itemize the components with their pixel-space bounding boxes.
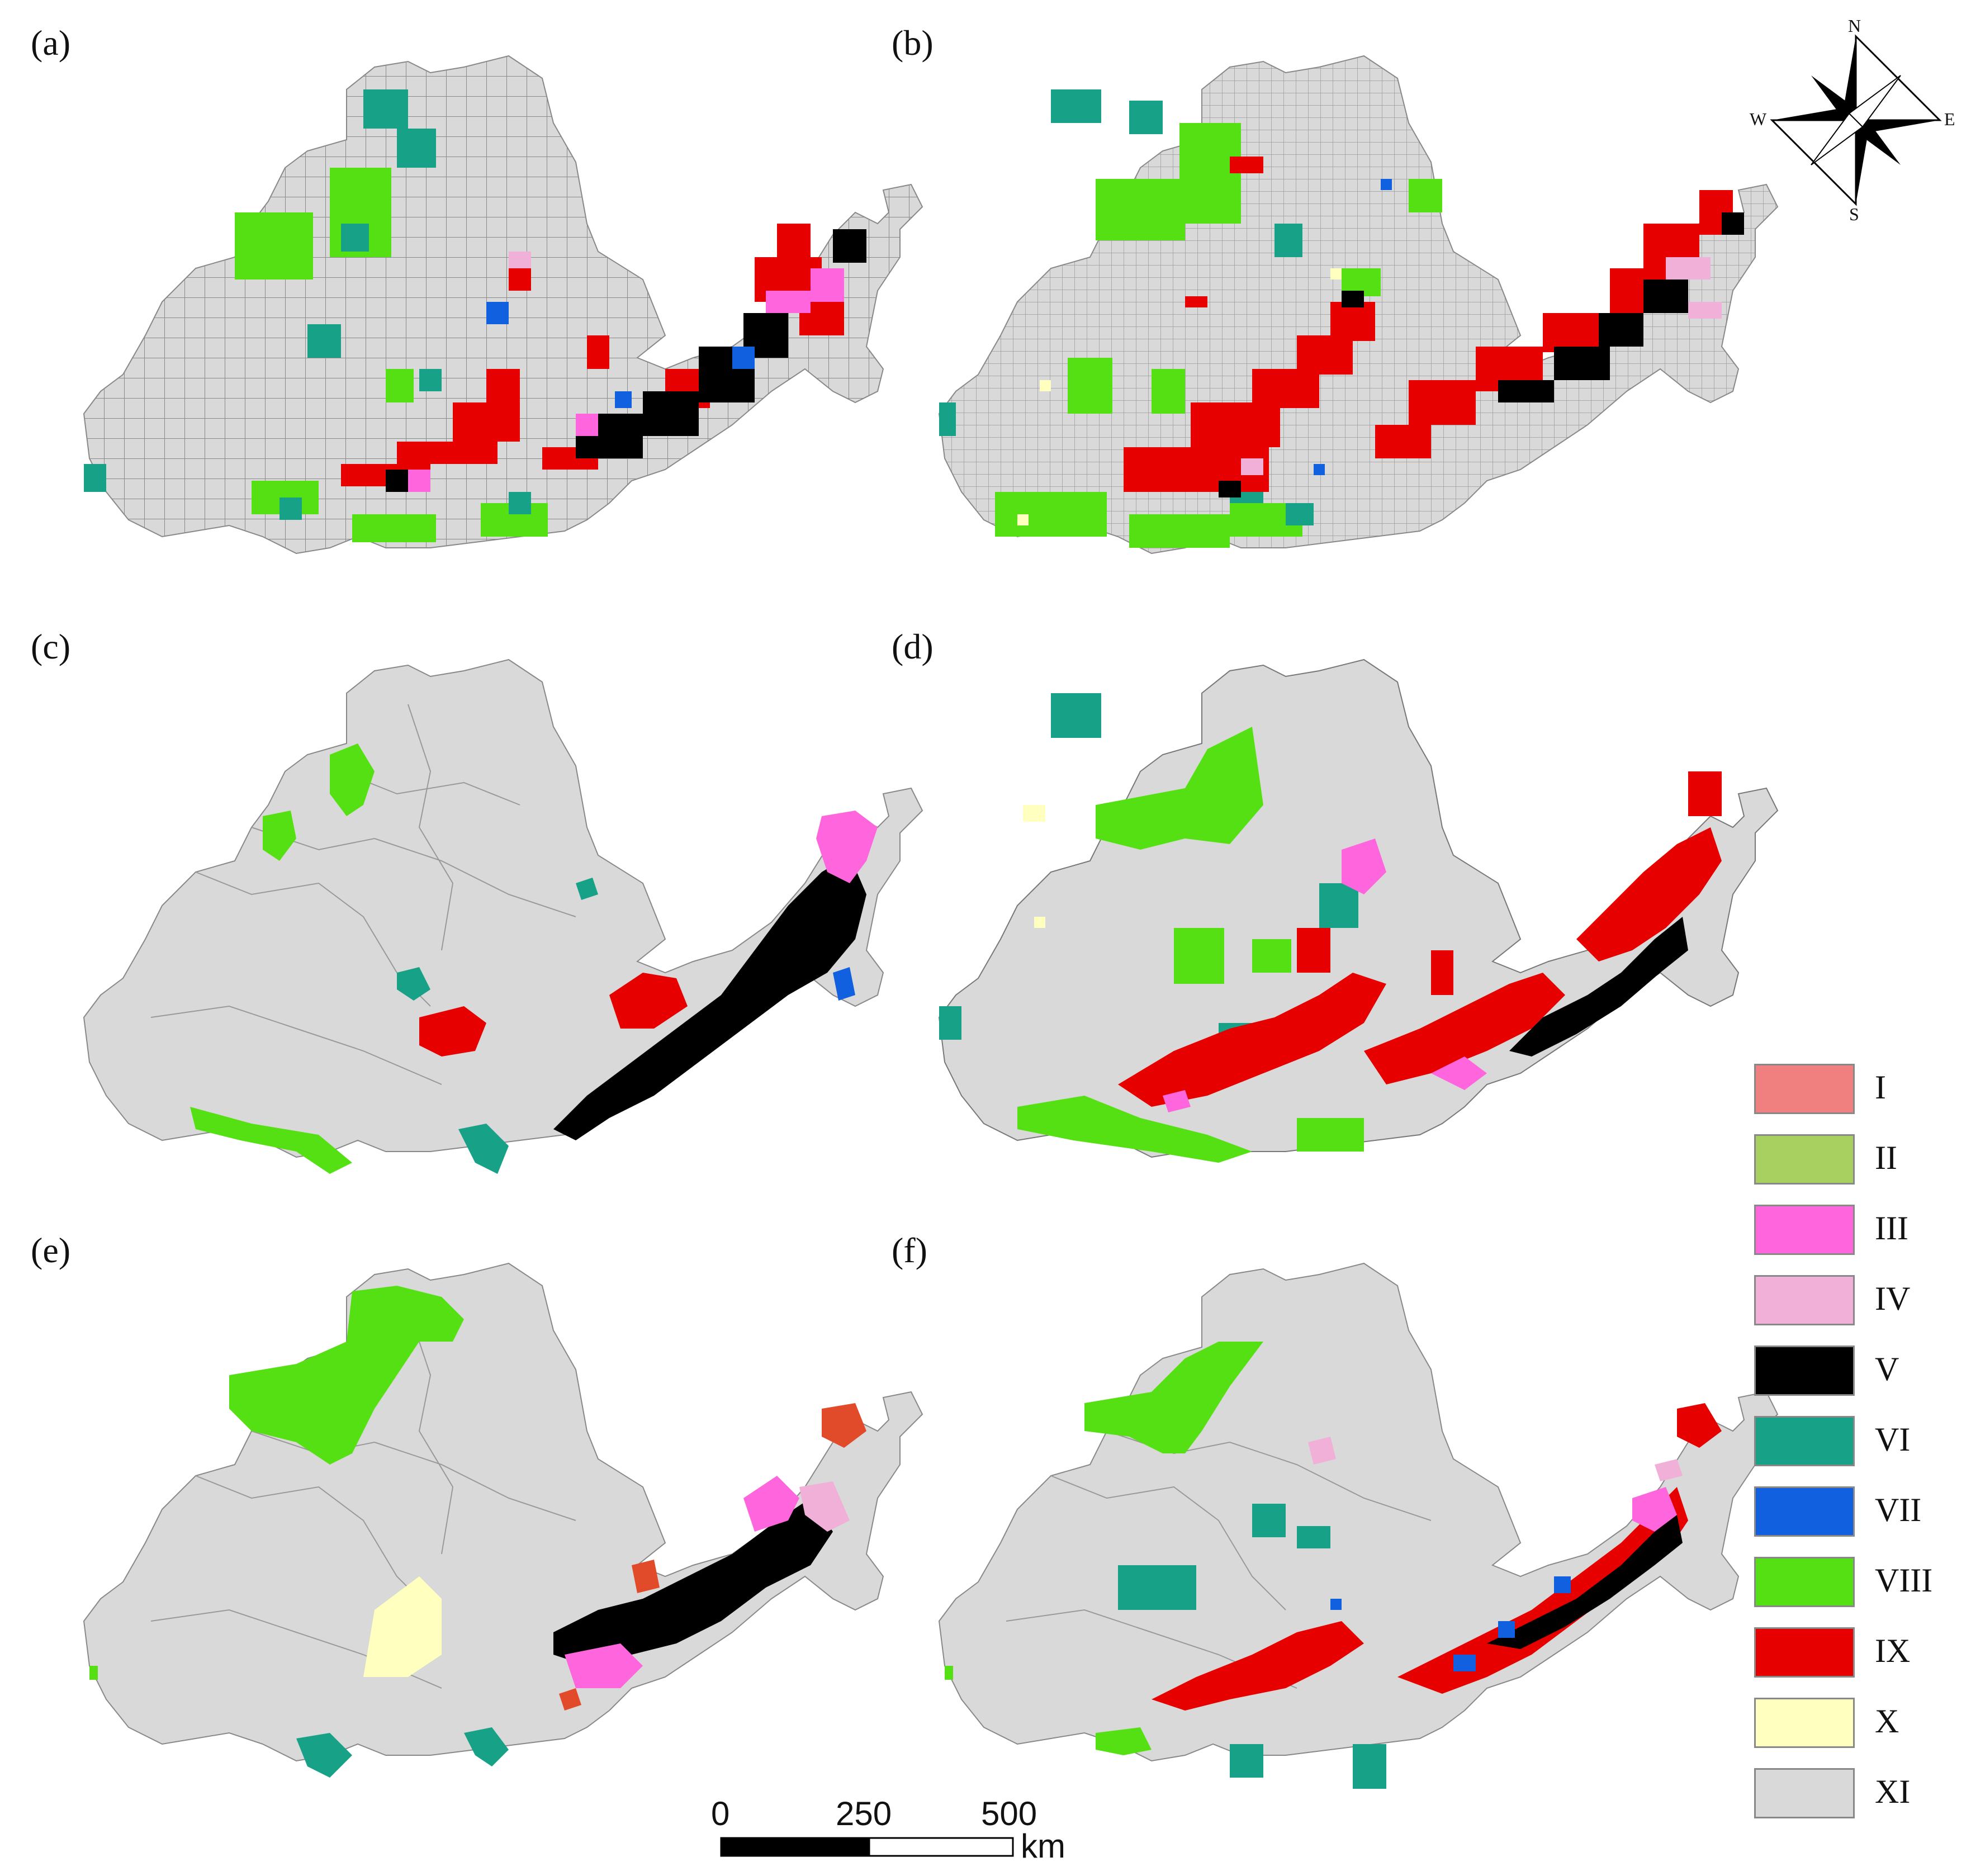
legend-label: XI xyxy=(1875,1773,1911,1810)
legend-label: IX xyxy=(1875,1632,1911,1669)
compass-east-label: E xyxy=(1944,109,1955,129)
legend-item-vi: VI xyxy=(1754,1416,1971,1470)
panel-label-e: (e) xyxy=(31,1230,71,1270)
legend-swatch xyxy=(1754,1205,1855,1255)
legend-label: II xyxy=(1875,1139,1897,1176)
legend-label: VIII xyxy=(1875,1562,1933,1599)
legend-swatch xyxy=(1754,1768,1855,1818)
legend-item-iv: IV xyxy=(1754,1275,1971,1329)
panel-label-b: (b) xyxy=(892,23,934,63)
legend-item-viii: VIII xyxy=(1754,1557,1971,1610)
compass-north-label: N xyxy=(1848,16,1861,36)
legend-item-xi: XI xyxy=(1754,1768,1971,1822)
legend-swatch xyxy=(1754,1627,1855,1678)
legend-swatch xyxy=(1754,1134,1855,1185)
scale-unit: km xyxy=(1021,1827,1065,1865)
legend-swatch xyxy=(1754,1486,1855,1537)
legend-item-vii: VII xyxy=(1754,1486,1971,1540)
legend-item-v: V xyxy=(1754,1346,1971,1399)
panel-label-a: (a) xyxy=(31,23,71,63)
legend-item-i: I xyxy=(1754,1064,1971,1117)
legend-label: VI xyxy=(1875,1421,1911,1458)
legend-swatch xyxy=(1754,1698,1855,1748)
panel-e-map xyxy=(83,1263,923,1778)
legend-label: VII xyxy=(1875,1491,1922,1528)
panel-label-c: (c) xyxy=(31,627,71,666)
legend-item-x: X xyxy=(1754,1698,1971,1751)
panel-label-f: (f) xyxy=(892,1230,927,1270)
legend-swatch xyxy=(1754,1346,1855,1396)
scale-bar-graphic xyxy=(720,1837,1014,1857)
legend-swatch xyxy=(1754,1416,1855,1466)
legend-swatch xyxy=(1754,1557,1855,1607)
legend-item-ii: II xyxy=(1754,1134,1971,1188)
legend-label: X xyxy=(1875,1703,1899,1740)
legend-item-ix: IX xyxy=(1754,1627,1971,1681)
legend-swatch xyxy=(1754,1275,1855,1325)
panel-f-map xyxy=(939,1263,1778,1789)
panel-d-map xyxy=(939,659,1778,1163)
scale-tick-250: 250 xyxy=(836,1795,892,1832)
scale-tick-0: 0 xyxy=(711,1795,730,1832)
legend-label: IV xyxy=(1875,1280,1911,1317)
legend-label: I xyxy=(1875,1069,1886,1106)
compass-west-label: W xyxy=(1750,109,1767,129)
compass-south-label: S xyxy=(1849,204,1859,224)
panel-b-map xyxy=(939,55,1778,554)
legend-item-iii: III xyxy=(1754,1205,1971,1258)
scale-tick-500: 500 xyxy=(981,1795,1037,1832)
panel-a-map xyxy=(83,55,923,554)
legend-label: V xyxy=(1875,1351,1899,1387)
panel-c-map xyxy=(83,659,923,1174)
legend-label: III xyxy=(1875,1210,1908,1247)
legend-swatch xyxy=(1754,1064,1855,1114)
compass-rose xyxy=(1770,34,1942,206)
panel-label-d: (d) xyxy=(892,627,934,666)
